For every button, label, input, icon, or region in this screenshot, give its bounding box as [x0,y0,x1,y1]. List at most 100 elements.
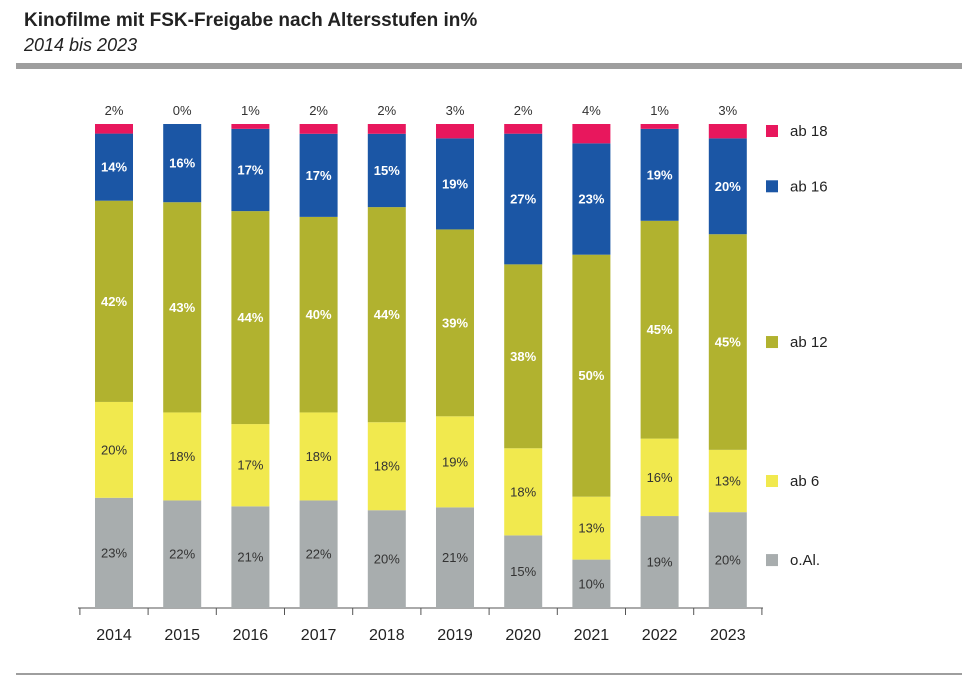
bar-segment [708,234,747,450]
data-label: 44% [237,310,263,325]
legend-label: ab 16 [790,178,828,195]
bar-segment [231,128,270,212]
bar-segment [572,496,611,560]
legend-label: ab 6 [790,473,819,490]
bar-segment [163,202,202,413]
bar-segment [504,133,543,265]
data-label: 22% [306,547,332,562]
bar-segment [367,133,406,208]
legend-swatch [766,125,778,137]
data-label: 27% [510,192,536,207]
data-label: 18% [510,484,536,499]
bar-segment [436,416,474,508]
bar-segment [572,143,611,255]
data-label: 19% [442,454,468,469]
bar-segment [367,510,406,608]
data-label: 42% [101,294,127,309]
data-label: 16% [647,470,673,485]
data-label: 22% [169,547,195,562]
data-label: 2% [377,103,396,118]
data-label: 17% [237,458,263,473]
bar-segment [708,512,747,608]
data-label: 1% [650,103,669,118]
bar-segment [231,211,270,425]
legend-label: ab 18 [790,123,828,140]
data-label: 3% [718,103,737,118]
data-label: 4% [582,103,601,118]
data-label: 45% [647,322,673,337]
data-label: 20% [715,553,741,568]
legend-swatch [766,180,778,193]
data-label: 3% [446,103,465,118]
bar-segment [640,438,679,517]
bar-segment [163,412,202,501]
bar-segment [504,535,543,608]
bar-segment [708,449,747,513]
bar-segment [436,124,474,139]
data-label: 19% [647,167,673,182]
data-label: 23% [101,545,127,560]
bar-segment [95,200,133,402]
data-label: 20% [374,552,400,567]
legend-swatch [766,554,778,567]
data-label: 2% [105,103,124,118]
x-tick-label: 2019 [437,627,473,644]
bar-segment [708,138,747,235]
data-label: 38% [510,349,536,364]
data-label: 21% [442,550,468,565]
data-label: 20% [715,179,741,194]
legend-label: o.Al. [790,552,820,569]
data-label: 19% [442,176,468,191]
data-label: 40% [306,307,332,322]
bar-segment [163,124,202,203]
bar-segment [299,216,338,413]
bar-segment [95,124,133,134]
bar-segment [231,424,270,507]
data-label: 18% [374,459,400,474]
data-label: 18% [306,449,332,464]
legend-label: ab 12 [790,334,828,351]
data-label: 16% [169,156,195,171]
data-label: 17% [306,168,332,183]
x-tick-label: 2022 [642,627,678,644]
data-label: 18% [169,449,195,464]
data-label: 2% [309,103,328,118]
data-label: 21% [237,550,263,565]
bar-segment [640,124,679,129]
x-tick-label: 2017 [301,627,337,644]
data-label: 15% [510,564,536,579]
data-label: 1% [241,103,260,118]
x-tick-label: 2023 [710,627,746,644]
legend-swatch [766,475,778,488]
x-tick-label: 2018 [369,627,405,644]
data-label: 20% [101,442,127,457]
data-label: 39% [442,315,468,330]
bar-segment [572,124,611,144]
legend-swatch [766,336,778,349]
bar-segment [436,507,474,608]
data-label: 13% [715,474,741,489]
bar-segment [299,124,338,134]
x-tick-label: 2014 [96,627,132,644]
chart-title: Kinofilme mit FSK-Freigabe nach Altersst… [24,10,478,31]
x-tick-label: 2016 [233,627,269,644]
bar-segment [572,254,611,497]
bar-segment [299,133,338,217]
data-label: 0% [173,103,192,118]
bar-segment [163,500,202,608]
chart-subtitle: 2014 bis 2023 [24,35,138,55]
bar-segment [95,401,133,498]
bar-segment [504,448,543,536]
x-tick-label: 2021 [574,627,610,644]
bar-segment [299,500,338,608]
data-label: 2% [514,103,533,118]
bar-segment [640,220,679,439]
data-label: 13% [578,521,604,536]
x-tick-label: 2020 [505,627,541,644]
data-label: 14% [101,160,127,175]
data-label: 44% [374,307,400,322]
bar-segment [436,138,474,230]
data-label: 50% [578,368,604,383]
data-label: 10% [578,576,604,591]
